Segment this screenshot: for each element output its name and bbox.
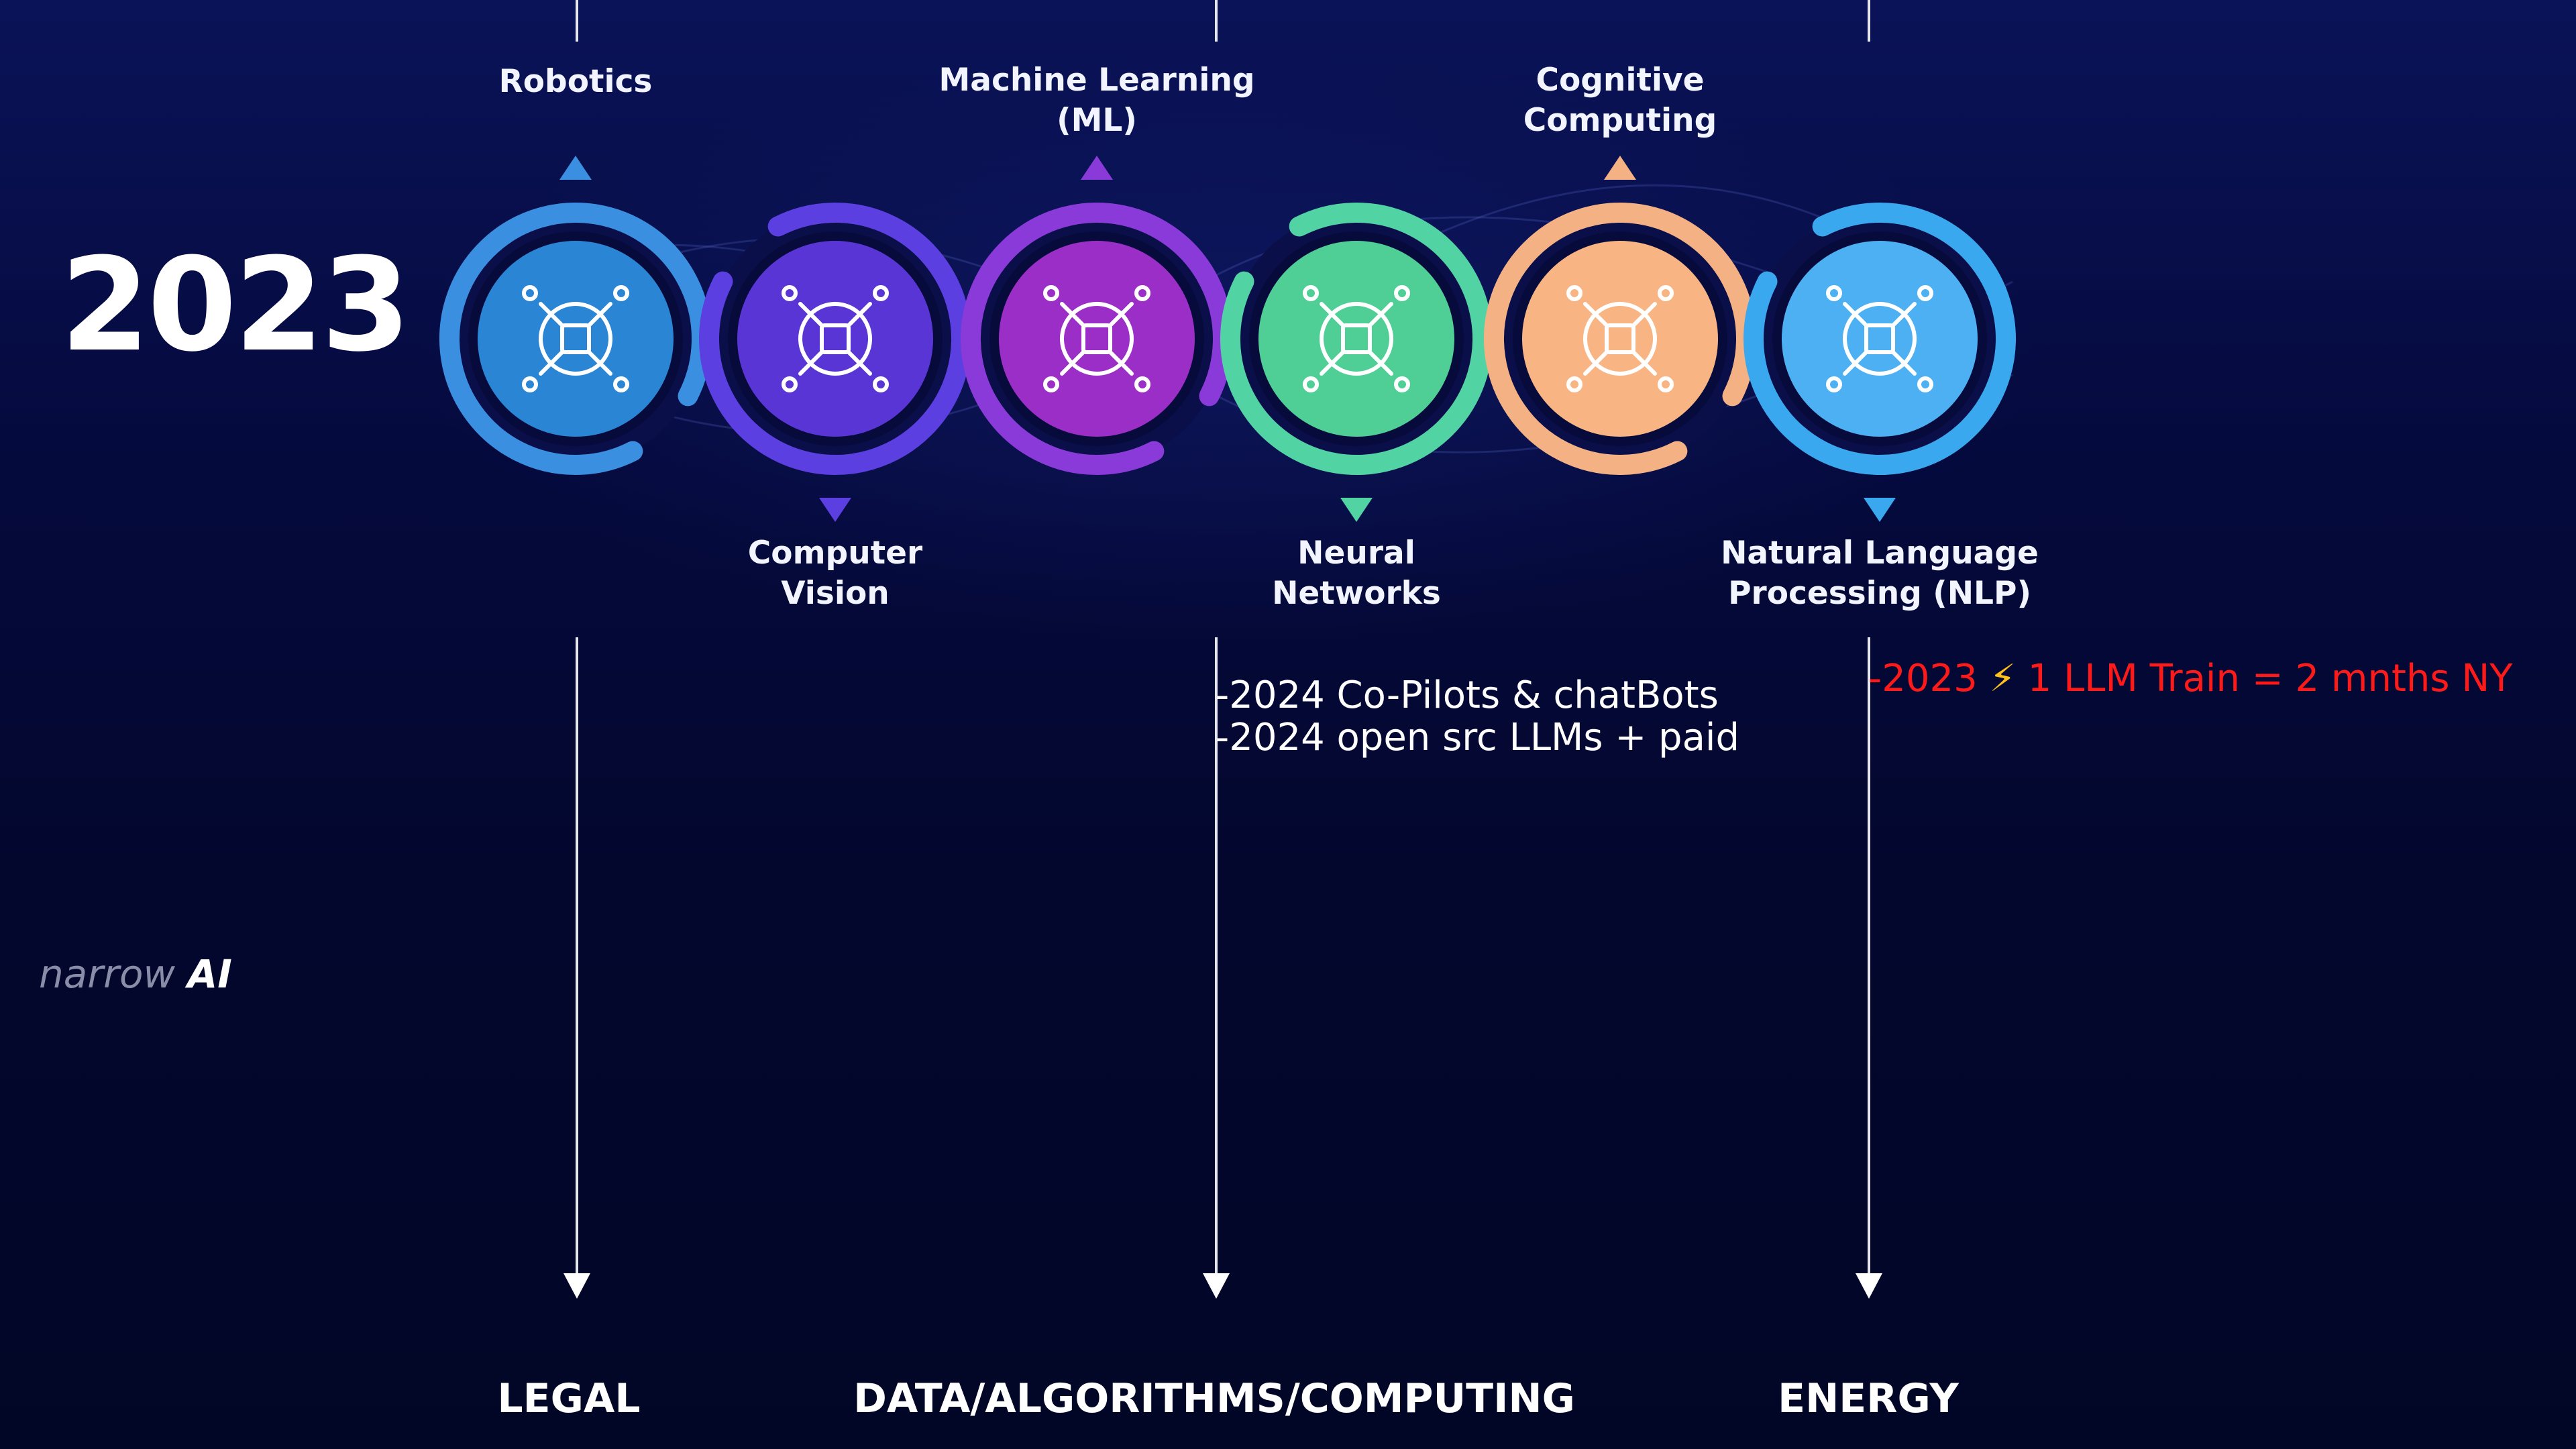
stage-2 bbox=[699, 203, 971, 522]
stage-ring bbox=[1484, 203, 1756, 475]
stage-pointer bbox=[1864, 498, 1896, 522]
stage-ring bbox=[439, 203, 712, 475]
energy-note-text: 1 LLM Train = 2 mnths NY bbox=[2015, 657, 2513, 700]
stage-circle bbox=[1258, 241, 1454, 437]
stage-pointer bbox=[1340, 498, 1373, 522]
data-algorithms-computing-label: DATA/ALGORITHMS/COMPUTING bbox=[853, 1375, 1575, 1422]
stage-ring bbox=[699, 203, 971, 475]
stage-circle bbox=[1522, 241, 1718, 437]
data-line bbox=[1215, 637, 1218, 1275]
stage-1 bbox=[439, 156, 712, 475]
stage-label-line: Cognitive bbox=[1536, 62, 1705, 99]
energy-note: -2023 ⚡ 1 LLM Train = 2 mnths NY bbox=[1868, 657, 2513, 700]
stage-ring bbox=[961, 203, 1233, 475]
legal-arrowhead bbox=[564, 1273, 590, 1299]
energy-line bbox=[1868, 637, 1870, 1275]
legal-line bbox=[576, 637, 578, 1275]
stage-label-line: Computing bbox=[1523, 102, 1717, 139]
year-heading: 2023 bbox=[60, 231, 411, 380]
stage-label-6: Natural Language Processing (NLP) bbox=[1705, 533, 2054, 614]
brain-mesh-icon bbox=[1566, 285, 1674, 392]
narrow-word: narrow bbox=[39, 951, 175, 997]
legal-line-top bbox=[576, 0, 578, 42]
network-nodes-icon bbox=[1303, 285, 1410, 392]
data-note-llms: -2024 open src LLMs + paid bbox=[1216, 716, 1740, 759]
brain-gear-icon bbox=[1043, 285, 1150, 392]
stage-4 bbox=[1220, 203, 1493, 522]
stage-label-line: Natural Language bbox=[1721, 535, 2039, 572]
legal-label: LEGAL bbox=[497, 1375, 641, 1422]
stage-label-line: Computer bbox=[747, 535, 923, 572]
head-gear-chip-icon bbox=[522, 285, 629, 392]
microphone-wave-icon bbox=[1826, 285, 1933, 392]
ai-word: AI bbox=[187, 951, 232, 997]
stage-circle bbox=[478, 241, 674, 437]
stage-circle bbox=[999, 241, 1195, 437]
stage-circle bbox=[1782, 241, 1978, 437]
eye-chip-icon bbox=[782, 285, 889, 392]
stage-label-line: (ML) bbox=[1057, 102, 1137, 139]
stage-ring bbox=[1743, 203, 2016, 475]
stage-label-line: Networks bbox=[1272, 575, 1441, 612]
stage-pointer bbox=[819, 498, 851, 522]
stage-label-line: Vision bbox=[781, 575, 890, 612]
data-arrowhead bbox=[1203, 1273, 1230, 1299]
stage-ring bbox=[1220, 203, 1493, 475]
stage-label-line: Robotics bbox=[498, 63, 653, 100]
stage-pointer bbox=[1081, 156, 1113, 180]
stage-pointer bbox=[559, 156, 592, 180]
data-note-copilots: -2024 Co-Pilots & chatBots bbox=[1216, 674, 1719, 717]
narrow-ai-label: narrow AI bbox=[39, 951, 232, 997]
energy-line-top bbox=[1868, 0, 1870, 42]
stage-label-line: Processing (NLP) bbox=[1728, 575, 2031, 612]
stage-label-5: Cognitive Computing bbox=[1446, 60, 1794, 141]
stage-3 bbox=[961, 156, 1233, 475]
stage-label-3: Machine Learning (ML) bbox=[922, 60, 1271, 141]
stage-pointer bbox=[1604, 156, 1636, 180]
lightning-icon: ⚡ bbox=[1989, 657, 2016, 700]
stage-label-line: Machine Learning bbox=[938, 62, 1255, 99]
energy-arrowhead bbox=[1856, 1273, 1882, 1299]
stage-label-line: Neural bbox=[1297, 535, 1415, 572]
stage-label-1: Robotics bbox=[401, 62, 750, 102]
stage-6 bbox=[1743, 203, 2016, 522]
stage-circle bbox=[737, 241, 933, 437]
stage-5 bbox=[1484, 156, 1756, 475]
stage-label-4: Neural Networks bbox=[1182, 533, 1531, 614]
data-line-top bbox=[1215, 0, 1218, 42]
energy-note-year: -2023 bbox=[1868, 657, 1990, 700]
stage-label-2: Computer Vision bbox=[661, 533, 1010, 614]
energy-label: ENERGY bbox=[1778, 1375, 1959, 1422]
